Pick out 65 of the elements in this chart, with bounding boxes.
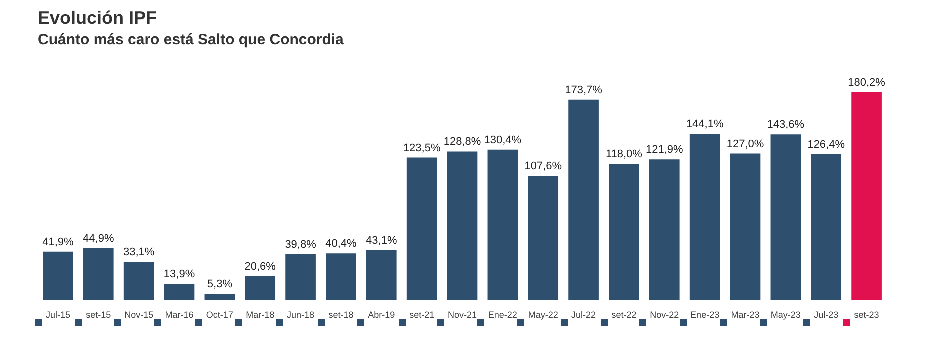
data-label: 13,9% xyxy=(164,268,196,281)
data-label: 43,1% xyxy=(366,235,398,248)
chart-subtitle: Cuánto más caro está Salto que Concordia xyxy=(38,32,345,49)
x-tick-label: Ene-23 xyxy=(690,310,720,320)
x-tick-label: Jul-23 xyxy=(814,310,839,320)
bar xyxy=(366,250,397,300)
x-tick-label: set-18 xyxy=(328,310,354,320)
bar xyxy=(811,154,842,300)
data-label: 180,2% xyxy=(848,76,886,89)
data-label: 20,6% xyxy=(244,260,276,273)
data-label: 39,8% xyxy=(285,238,317,251)
bar xyxy=(124,262,154,300)
bar xyxy=(447,152,478,300)
data-label: 33,1% xyxy=(123,246,155,259)
bar xyxy=(730,154,761,300)
x-tick-label: Jun-18 xyxy=(287,310,315,320)
data-label: 127,0% xyxy=(726,138,764,150)
bar xyxy=(568,100,599,300)
x-tick-label: set-15 xyxy=(86,310,112,320)
data-label: 121,9% xyxy=(646,144,684,156)
x-tick-label: set-21 xyxy=(410,310,435,320)
data-label: 107,6% xyxy=(524,160,562,173)
x-tick-label: Ene-22 xyxy=(488,310,518,320)
data-label: 143,6% xyxy=(767,119,805,132)
data-label: 41,9% xyxy=(42,236,74,248)
bar xyxy=(286,254,316,300)
data-label: 173,7% xyxy=(565,84,603,96)
data-label: 40,4% xyxy=(326,238,358,250)
bar xyxy=(406,158,438,300)
x-tick-label: Oct-17 xyxy=(206,310,234,320)
data-label: 44,9% xyxy=(83,232,114,245)
data-label: 5,3% xyxy=(207,278,233,291)
bar xyxy=(488,150,518,300)
bar xyxy=(770,134,802,300)
data-label: 126,4% xyxy=(808,138,846,151)
bar xyxy=(649,160,680,300)
x-tick-label: set-23 xyxy=(854,310,880,320)
x-tick-label: Nov-22 xyxy=(650,310,680,320)
x-tick-label: Mar-16 xyxy=(165,310,194,320)
bar xyxy=(609,164,640,300)
x-tick-label: Nov-21 xyxy=(448,310,478,320)
data-label: 123,5% xyxy=(403,142,441,154)
chart-title: Evolución IPF xyxy=(38,8,158,28)
x-tick-label: May-23 xyxy=(770,310,801,320)
bar xyxy=(245,276,276,300)
bar xyxy=(528,176,559,300)
bar xyxy=(690,134,720,300)
x-tick-label: set-22 xyxy=(612,310,637,320)
bar xyxy=(326,254,356,300)
x-tick-label: Mar-18 xyxy=(246,310,275,320)
x-tick-label: Mar-23 xyxy=(731,310,760,320)
bar xyxy=(204,294,236,300)
x-tick-label: Abr-19 xyxy=(368,310,396,320)
bar xyxy=(83,248,114,300)
x-tick-label: Jul-15 xyxy=(46,310,70,320)
data-label: 128,8% xyxy=(444,136,482,148)
x-tick-label: Nov-15 xyxy=(124,310,154,320)
data-label: 130,4% xyxy=(484,134,522,146)
x-tick-label: Jul-22 xyxy=(572,310,596,320)
bar xyxy=(164,284,195,300)
data-label: 144,1% xyxy=(686,118,724,131)
bar xyxy=(852,92,882,300)
bar xyxy=(43,252,74,300)
x-tick-label: May-22 xyxy=(528,310,558,320)
data-label: 118,0% xyxy=(606,148,643,161)
